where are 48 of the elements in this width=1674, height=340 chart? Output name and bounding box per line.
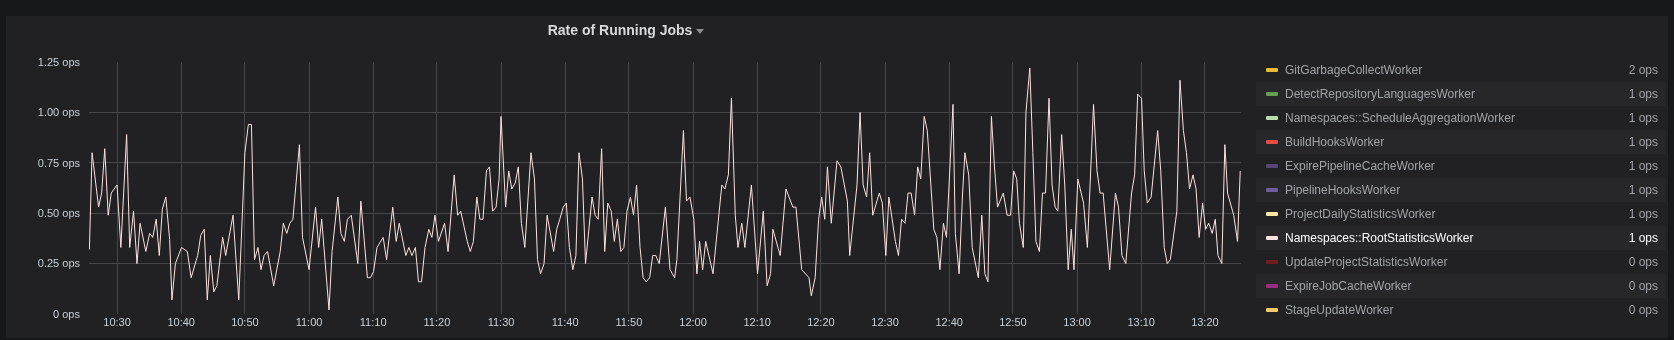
legend-label: ExpirePipelineCacheWorker: [1285, 159, 1436, 173]
legend-label: ProjectDailyStatisticsWorker: [1285, 207, 1437, 221]
x-tick-label: 12:30: [871, 316, 899, 328]
text: 1 ops: [1628, 159, 1658, 173]
legend-label: BuildHooksWorker: [1285, 135, 1386, 149]
text: 1 ops: [1628, 183, 1658, 197]
x-tick-label: 10:50: [231, 316, 259, 328]
legend-label: GitGarbageCollectWorker: [1285, 63, 1424, 77]
text: 0 ops: [1628, 255, 1658, 269]
legend-label: PipelineHooksWorker: [1285, 183, 1402, 197]
x-tick-label: 12:00: [679, 316, 707, 328]
text: 2 ops: [1628, 63, 1658, 77]
x-tick-label: 11:40: [551, 316, 579, 328]
y-tick-label: 0 ops: [53, 307, 81, 320]
legend-label: DetectRepositoryLanguagesWorker: [1285, 87, 1476, 101]
x-tick-label: 13:00: [1063, 316, 1091, 328]
y-tick-label: 0.25 ops: [37, 257, 81, 270]
x-tick-label: 10:30: [103, 316, 131, 328]
legend-label: Namespaces::ScheduleAggregationWorker: [1285, 111, 1516, 125]
x-tick-label: 11:20: [423, 316, 451, 328]
x-tick-label: 11:50: [615, 316, 643, 328]
legend-label: Namespaces::RootStatisticsWorker: [1285, 231, 1475, 245]
legend-label: StageUpdateWorker: [1285, 303, 1395, 317]
x-tick-label: 12:40: [935, 316, 963, 328]
x-tick-label: 13:20: [1191, 316, 1219, 328]
y-tick-label: 0.50 ops: [37, 207, 81, 220]
legend-label: ExpireJobCacheWorker: [1285, 279, 1413, 293]
text: 0 ops: [1628, 279, 1658, 293]
x-tick-label: 11:00: [295, 316, 323, 328]
text: 1 ops: [1628, 135, 1658, 149]
x-tick-label: 12:20: [807, 316, 835, 328]
x-tick-label: 11:30: [487, 316, 515, 328]
y-tick-label: 1.00 ops: [37, 106, 81, 119]
y-tick-label: 1.25 ops: [37, 55, 81, 68]
y-tick-label: 0.75 ops: [37, 156, 81, 169]
text: 1 ops: [1628, 207, 1658, 221]
text: 1 ops: [1628, 111, 1658, 125]
x-tick-label: 13:10: [1127, 316, 1155, 328]
x-tick-label: 10:40: [167, 316, 195, 328]
text: 0 ops: [1628, 303, 1658, 317]
chart-title: Rate of Running Jobs: [547, 22, 693, 38]
x-tick-label: 12:50: [999, 316, 1027, 328]
text: 1 ops: [1628, 87, 1658, 101]
x-tick-label: 12:10: [743, 316, 771, 328]
line-series: [89, 67, 1241, 311]
x-tick-label: 11:10: [359, 316, 387, 328]
legend-label: UpdateProjectStatisticsWorker: [1285, 255, 1449, 269]
text: 1 ops: [1628, 231, 1658, 245]
